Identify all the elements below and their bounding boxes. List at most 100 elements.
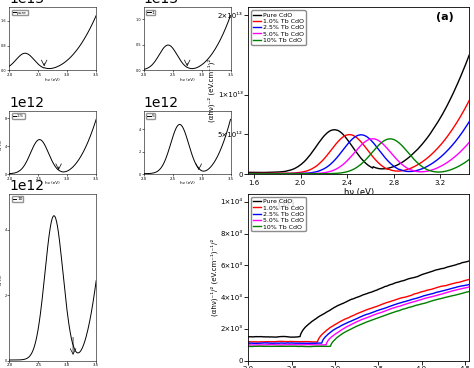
Legend: pure: pure — [12, 10, 28, 15]
Legend: 5: 5 — [146, 113, 155, 119]
1.0% Tb CdO — [351, 134, 356, 138]
10% Tb CdO — [462, 160, 468, 165]
10% Tb CdO — [365, 319, 371, 323]
1.0% Tb CdO — [462, 107, 467, 112]
2.5% Tb CdO — [351, 318, 356, 322]
Line: 5.0% Tb CdO: 5.0% Tb CdO — [248, 139, 469, 174]
10% Tb CdO — [352, 166, 358, 171]
2.5% Tb CdO — [246, 341, 251, 346]
10% Tb CdO — [466, 157, 472, 162]
1.0% Tb CdO — [351, 313, 356, 318]
Line: 1.0% Tb CdO: 1.0% Tb CdO — [248, 279, 469, 342]
1.0% Tb CdO — [246, 340, 251, 344]
Legend: Pure CdO, 1.0% Tb CdO, 2.5% Tb CdO, 5.0% Tb CdO, 10% Tb CdO: Pure CdO, 1.0% Tb CdO, 2.5% Tb CdO, 5.0%… — [251, 10, 306, 45]
5.0% Tb CdO — [462, 286, 467, 290]
Pure CdO — [351, 146, 356, 151]
2.5% Tb CdO — [251, 341, 257, 346]
Line: 10% Tb CdO: 10% Tb CdO — [248, 291, 469, 347]
Text: 2×10: 2×10 — [209, 0, 228, 1]
10% Tb CdO — [427, 300, 433, 304]
10% Tb CdO — [377, 142, 383, 146]
5.0% Tb CdO — [378, 140, 383, 144]
1.0% Tb CdO — [427, 287, 433, 292]
10% Tb CdO — [365, 155, 371, 159]
2.5% Tb CdO — [427, 163, 433, 167]
1.0% Tb CdO — [352, 134, 358, 139]
2.5% Tb CdO — [352, 135, 358, 139]
5.0% Tb CdO — [428, 168, 433, 173]
Y-axis label: (αhν)²
eV·cm⁻¹: (αhν)² eV·cm⁻¹ — [0, 270, 3, 284]
1.0% Tb CdO — [246, 171, 251, 176]
Legend: Pure CdO, 1.0% Tb CdO, 2.5% Tb CdO, 5.0% Tb CdO, 10% Tb CdO: Pure CdO, 1.0% Tb CdO, 2.5% Tb CdO, 5.0%… — [251, 197, 306, 231]
5.0% Tb CdO — [377, 311, 383, 315]
Pure CdO — [365, 163, 371, 167]
10% Tb CdO — [351, 167, 356, 171]
5.0% Tb CdO — [351, 151, 356, 156]
2.5% Tb CdO — [377, 149, 383, 154]
Line: 2.5% Tb CdO: 2.5% Tb CdO — [248, 284, 469, 343]
Pure CdO — [246, 335, 251, 339]
2.5% Tb CdO — [365, 312, 371, 316]
Pure CdO — [377, 286, 383, 291]
X-axis label: hν (eV): hν (eV) — [344, 188, 374, 197]
1.0% Tb CdO — [466, 98, 472, 103]
Line: Pure CdO: Pure CdO — [248, 55, 469, 173]
1.0% Tb CdO — [427, 154, 433, 158]
Pure CdO — [377, 167, 383, 171]
Pure CdO — [246, 170, 251, 174]
5.0% Tb CdO — [352, 150, 358, 154]
2.5% Tb CdO — [352, 317, 358, 322]
1.0% Tb CdO — [377, 303, 383, 307]
Y-axis label: (αhν)⁻² (eV.cm⁻¹)²: (αhν)⁻² (eV.cm⁻¹)² — [208, 59, 215, 122]
2.5% Tb CdO — [462, 127, 467, 131]
Legend: 1: 1 — [146, 10, 155, 15]
2.5% Tb CdO — [466, 282, 472, 287]
1.0% Tb CdO — [314, 340, 320, 344]
Pure CdO — [466, 259, 472, 263]
2.5% Tb CdO — [427, 292, 433, 297]
Pure CdO — [466, 53, 472, 57]
2.5% Tb CdO — [351, 136, 356, 140]
Pure CdO — [462, 65, 467, 70]
2.5% Tb CdO — [275, 171, 281, 176]
Pure CdO — [427, 132, 433, 137]
Legend: 10: 10 — [12, 196, 23, 202]
10% Tb CdO — [250, 171, 255, 176]
2.5% Tb CdO — [462, 283, 467, 288]
5.0% Tb CdO — [283, 171, 289, 176]
Pure CdO — [289, 335, 294, 339]
Line: Pure CdO: Pure CdO — [248, 261, 469, 337]
2.5% Tb CdO — [246, 171, 251, 176]
5.0% Tb CdO — [365, 315, 371, 319]
2.5% Tb CdO — [377, 307, 383, 312]
Pure CdO — [352, 148, 358, 152]
10% Tb CdO — [351, 325, 356, 330]
10% Tb CdO — [307, 344, 313, 349]
Pure CdO — [255, 170, 260, 175]
Pure CdO — [427, 270, 433, 274]
Line: 2.5% Tb CdO: 2.5% Tb CdO — [248, 121, 469, 174]
2.5% Tb CdO — [365, 135, 371, 140]
X-axis label: hν (eV): hν (eV) — [46, 181, 60, 185]
1.0% Tb CdO — [466, 277, 472, 282]
10% Tb CdO — [246, 171, 251, 176]
5.0% Tb CdO — [466, 140, 472, 145]
5.0% Tb CdO — [462, 145, 468, 149]
10% Tb CdO — [387, 137, 393, 141]
Line: 10% Tb CdO: 10% Tb CdO — [248, 139, 469, 174]
5.0% Tb CdO — [466, 285, 472, 289]
Pure CdO — [462, 260, 467, 265]
Text: (b): (b) — [277, 199, 295, 209]
Pure CdO — [365, 291, 371, 295]
1.0% Tb CdO — [377, 162, 383, 167]
1.0% Tb CdO — [352, 312, 358, 317]
5.0% Tb CdO — [352, 321, 358, 325]
10% Tb CdO — [462, 290, 467, 295]
10% Tb CdO — [466, 289, 472, 294]
5.0% Tb CdO — [251, 343, 257, 347]
10% Tb CdO — [352, 325, 358, 329]
10% Tb CdO — [428, 169, 433, 173]
5.0% Tb CdO — [370, 137, 375, 141]
5.0% Tb CdO — [246, 171, 251, 176]
Line: 1.0% Tb CdO: 1.0% Tb CdO — [248, 100, 469, 173]
